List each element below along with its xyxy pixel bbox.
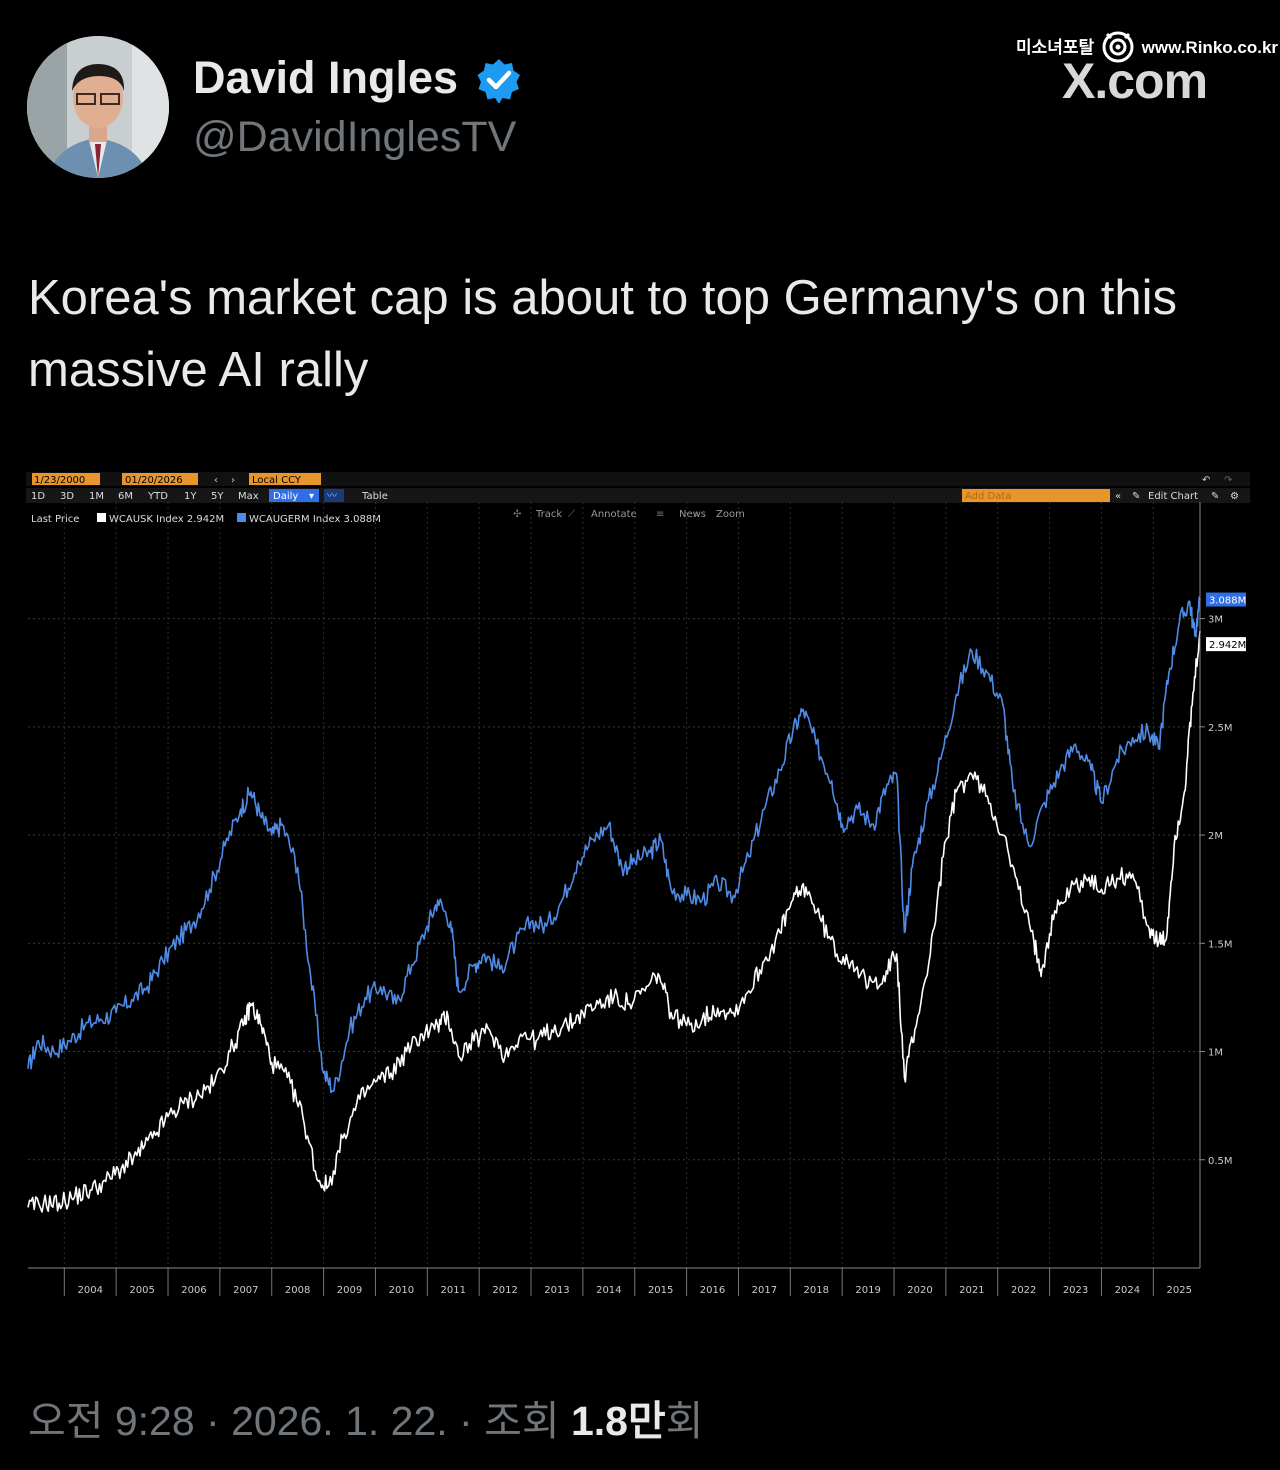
- frequency-select[interactable]: Daily: [273, 491, 298, 502]
- market-cap-chart: 1/23/2000 01/20/2026 ‹ › Local CCY ↶ ↷ 1…: [26, 472, 1250, 1296]
- x-tick-label: 2017: [752, 1285, 777, 1296]
- x-tick-label: 2021: [959, 1285, 984, 1296]
- period-button-ytd[interactable]: YTD: [147, 491, 168, 502]
- x-tick-label: 2018: [804, 1285, 829, 1296]
- tweet-time: 오전 9:28: [28, 1398, 195, 1444]
- legend-series-2: WCAUGERM Index 3.088M: [249, 514, 381, 525]
- views-count: 1.8만: [570, 1398, 666, 1444]
- line-chart-icon[interactable]: 〰: [327, 491, 337, 502]
- period-button-5y[interactable]: 5Y: [211, 491, 224, 502]
- gear-icon[interactable]: ⚙: [1230, 491, 1239, 502]
- x-tick-label: 2020: [907, 1285, 932, 1296]
- x-tick-label: 2012: [492, 1285, 517, 1296]
- x-tick-label: 2006: [181, 1285, 206, 1296]
- last-value-tag-korea: 2.942M: [1209, 640, 1246, 651]
- x-tick-label: 2022: [1011, 1285, 1036, 1296]
- tool-icon-track: ✣: [513, 509, 521, 520]
- redo-icon[interactable]: ↷: [1224, 475, 1233, 486]
- x-tick-label: 2023: [1063, 1285, 1088, 1296]
- tool-icon-news: ≡: [656, 509, 664, 520]
- y-tick-label: 1M: [1208, 1048, 1223, 1059]
- tool-icon-zoom: ⌕: [693, 509, 699, 520]
- x-tick-label: 2013: [544, 1285, 569, 1296]
- edit-icon[interactable]: ✎: [1211, 491, 1219, 502]
- x-tick-label: 2008: [285, 1285, 310, 1296]
- watermark-x-logo: X.com: [1062, 53, 1208, 109]
- x-tick-label: 2005: [129, 1285, 154, 1296]
- tweet-text: Korea's market cap is about to top Germa…: [28, 271, 1177, 397]
- tool-button-news[interactable]: News: [679, 509, 706, 520]
- edit-chart-button[interactable]: Edit Chart: [1148, 491, 1198, 502]
- last-value-tag-germany: 3.088M: [1209, 596, 1246, 607]
- period-button-1m[interactable]: 1M: [89, 491, 104, 502]
- period-button-1y[interactable]: 1Y: [184, 491, 197, 502]
- table-button[interactable]: Table: [361, 491, 388, 502]
- tool-button-track[interactable]: Track: [535, 509, 562, 520]
- period-button-6m[interactable]: 6M: [118, 491, 133, 502]
- x-tick-label: 2014: [596, 1285, 621, 1296]
- y-tick-label: 1.5M: [1208, 939, 1233, 950]
- start-date[interactable]: 1/23/2000: [34, 475, 85, 486]
- period-button-max[interactable]: Max: [238, 491, 259, 502]
- tool-icon-annotate: ⟋: [568, 509, 575, 520]
- chart-image: 1/23/2000 01/20/2026 ‹ › Local CCY ↶ ↷ 1…: [26, 472, 1250, 1308]
- x-tick-label: 2007: [233, 1285, 258, 1296]
- add-data-input[interactable]: Add Data: [965, 491, 1011, 502]
- x-tick-label: 2019: [855, 1285, 880, 1296]
- period-button-1d[interactable]: 1D: [31, 491, 45, 502]
- person-avatar-icon: [27, 36, 169, 178]
- watermark-site: 미소녀포탈 www.Rinko.co.kr: [1016, 28, 1278, 69]
- tweet-date: 2026. 1. 22.: [231, 1398, 448, 1444]
- collapse-icon[interactable]: «: [1115, 491, 1121, 502]
- last-value-tag-bg: [1206, 637, 1246, 652]
- verified-badge-icon: [477, 59, 520, 103]
- y-tick-label: 0.5M: [1208, 1156, 1233, 1167]
- pencil-icon: ✎: [1132, 491, 1140, 502]
- x-tick-label: 2024: [1115, 1285, 1140, 1296]
- x-tick-label: 2004: [78, 1285, 103, 1296]
- series-line-wcaugerm: [27, 596, 1201, 1094]
- currency-select[interactable]: Local CCY: [252, 475, 302, 486]
- x-tick-label: 2010: [389, 1285, 414, 1296]
- x-tick-label: 2009: [337, 1285, 362, 1296]
- display-name[interactable]: David Ingles: [193, 52, 459, 103]
- undo-icon[interactable]: ↶: [1202, 475, 1210, 486]
- user-handle[interactable]: @DavidInglesTV: [193, 113, 517, 161]
- x-tick-label: 2011: [441, 1285, 466, 1296]
- y-tick-label: 2.5M: [1208, 723, 1233, 734]
- end-date[interactable]: 01/20/2026: [125, 475, 183, 486]
- mascot-icon: [1099, 28, 1137, 69]
- tool-button-zoom[interactable]: Zoom: [716, 509, 745, 520]
- views-suffix: 회: [665, 1398, 704, 1444]
- last-value-tag-bg: [1206, 592, 1246, 607]
- prev-arrow-icon[interactable]: ‹: [214, 475, 218, 486]
- x-tick-label: 2025: [1167, 1285, 1192, 1296]
- chevron-down-icon: ▾: [309, 491, 314, 502]
- tweet-timestamp[interactable]: 오전 9:28 · 2026. 1. 22. · 조회 1.8만회: [28, 1398, 704, 1444]
- tool-button-annotate[interactable]: Annotate: [591, 509, 637, 520]
- last-price-label: Last Price: [31, 514, 79, 525]
- legend-series-1: WCAUSK Index 2.942M: [109, 514, 224, 525]
- x-tick-label: 2015: [648, 1285, 673, 1296]
- y-tick-label: 3M: [1208, 615, 1223, 626]
- y-tick-label: 2M: [1208, 831, 1223, 842]
- period-button-3d[interactable]: 3D: [60, 491, 74, 502]
- watermark-site-name: 미소녀포탈: [1016, 37, 1095, 57]
- views-label: 조회: [484, 1398, 560, 1444]
- next-arrow-icon[interactable]: ›: [231, 475, 235, 486]
- x-tick-label: 2016: [700, 1285, 725, 1296]
- avatar[interactable]: [27, 36, 169, 178]
- watermark-site-url: www.Rinko.co.kr: [1141, 37, 1279, 57]
- series-line-wcausk: [27, 631, 1201, 1213]
